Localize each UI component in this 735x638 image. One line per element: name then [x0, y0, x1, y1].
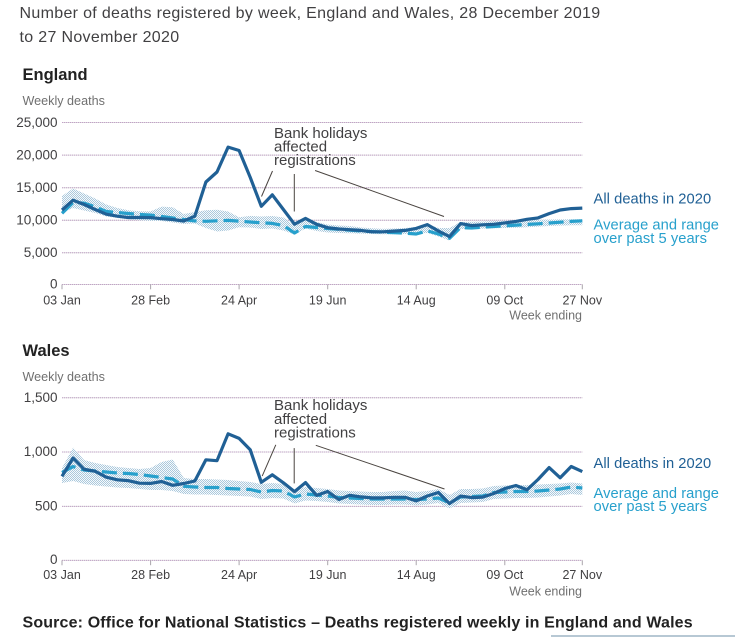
svg-text:03 Jan: 03 Jan [43, 293, 81, 307]
svg-text:All deaths in 2020: All deaths in 2020 [594, 456, 712, 472]
svg-text:24 Apr: 24 Apr [221, 293, 257, 307]
svg-text:Average and range: Average and range [594, 218, 720, 234]
svg-text:0: 0 [50, 277, 58, 292]
svg-text:Source: Office for National St: Source: Office for National Statistics –… [23, 614, 693, 631]
svg-text:affected: affected [274, 139, 327, 156]
svg-text:over past 5 years: over past 5 years [594, 231, 708, 247]
svg-text:5,000: 5,000 [24, 245, 58, 260]
svg-text:Average and range: Average and range [594, 486, 720, 502]
svg-text:19 Jun: 19 Jun [309, 568, 347, 582]
svg-text:Wales: Wales [23, 342, 70, 360]
svg-text:1,000: 1,000 [24, 444, 58, 459]
svg-text:10,000: 10,000 [16, 213, 57, 228]
svg-text:registrations: registrations [274, 425, 356, 442]
svg-text:England: England [23, 66, 88, 84]
svg-text:28 Feb: 28 Feb [131, 568, 170, 582]
svg-text:1,500: 1,500 [24, 390, 58, 405]
svg-text:All deaths in 2020: All deaths in 2020 [594, 191, 712, 207]
svg-text:15,000: 15,000 [16, 180, 57, 195]
svg-text:0: 0 [50, 552, 58, 567]
svg-text:registrations: registrations [274, 152, 356, 169]
svg-text:14 Aug: 14 Aug [397, 568, 436, 582]
svg-text:Weekly deaths: Weekly deaths [23, 94, 105, 108]
svg-text:Bank holidays: Bank holidays [274, 125, 367, 142]
svg-text:Number of deaths registered by: Number of deaths registered by week, Eng… [20, 5, 601, 22]
svg-text:28 Feb: 28 Feb [131, 293, 170, 307]
svg-text:27 Nov: 27 Nov [562, 293, 602, 307]
svg-text:03 Jan: 03 Jan [43, 568, 81, 582]
svg-text:Weekly deaths: Weekly deaths [23, 370, 105, 384]
svg-text:14 Aug: 14 Aug [397, 293, 436, 307]
svg-text:to 27 November 2020: to 27 November 2020 [20, 29, 180, 46]
svg-text:09 Oct: 09 Oct [486, 568, 523, 582]
svg-text:Week ending: Week ending [509, 585, 582, 599]
svg-text:27 Nov: 27 Nov [562, 568, 602, 582]
svg-text:Week ending: Week ending [509, 308, 582, 322]
svg-text:20,000: 20,000 [16, 148, 57, 163]
svg-text:over past 5 years: over past 5 years [594, 499, 708, 515]
svg-text:affected: affected [274, 411, 327, 428]
svg-text:09 Oct: 09 Oct [486, 293, 523, 307]
svg-text:25,000: 25,000 [16, 115, 57, 130]
svg-text:Bank holidays: Bank holidays [274, 397, 367, 414]
svg-text:24 Apr: 24 Apr [221, 568, 257, 582]
svg-text:19 Jun: 19 Jun [309, 293, 347, 307]
svg-text:500: 500 [35, 499, 58, 514]
